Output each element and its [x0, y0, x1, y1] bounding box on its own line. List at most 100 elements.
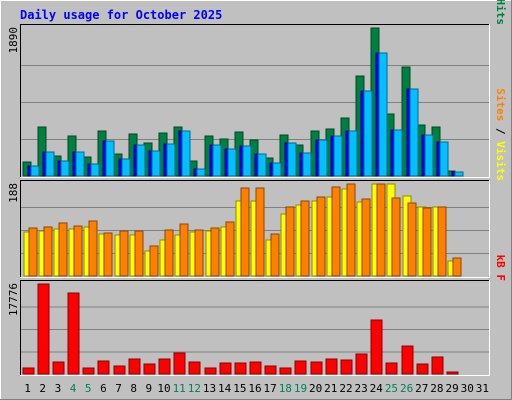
bar-kb-f [431, 356, 444, 375]
bar-pages [272, 162, 282, 177]
bar-kb-f [143, 363, 156, 375]
bar-pages [90, 163, 100, 177]
bar-pages [121, 158, 131, 177]
bar-sites [73, 225, 83, 277]
x-tick-label: 6 [100, 382, 107, 395]
bar-kb-f [158, 358, 171, 375]
bar-kb-f [355, 353, 368, 375]
bar-kb-f [416, 363, 429, 375]
bar-sites [43, 226, 53, 277]
bar-pages [181, 130, 191, 177]
bar-pages [363, 90, 373, 177]
legend-part: Sites [494, 88, 507, 121]
x-tick-label: 16 [248, 382, 261, 395]
bar-kb-f [401, 345, 414, 375]
bar-kb-f [370, 319, 383, 375]
x-tick-label: 3 [55, 382, 62, 395]
bar-sites [331, 186, 341, 277]
bar-kb-f [234, 362, 247, 375]
bar-kb-f [310, 361, 323, 375]
bar-sites [376, 183, 386, 277]
x-tick-label: 23 [355, 382, 368, 395]
bar-sites [255, 187, 265, 277]
bar-pages [333, 135, 343, 177]
bar-kb-f [294, 360, 307, 375]
panel-legend-label: Sites / Visits [494, 88, 507, 181]
bar-sites [422, 207, 432, 277]
x-tick-label: 29 [445, 382, 458, 395]
bar-kb-f [97, 360, 110, 375]
x-axis-labels: 1 2 3 4 5 6 7 8 9 10 11 12 13 14 15 16 17 18 19 20 21 22 23 24 2… [24, 382, 489, 395]
bar-sites [210, 227, 220, 277]
bar-pages [318, 139, 328, 177]
panel-max-label: 1890 [7, 27, 20, 54]
bar-pages [30, 165, 40, 177]
bar-pages [136, 144, 146, 177]
bar-sites [346, 183, 356, 277]
bar-pages [302, 152, 312, 177]
x-tick-label: 17 [264, 382, 277, 395]
panel-max-label: 17776 [7, 283, 20, 316]
x-tick-label: 8 [130, 382, 137, 395]
x-tick-label: 28 [430, 382, 443, 395]
x-tick-label: 9 [146, 382, 153, 395]
bar-sites [28, 227, 38, 277]
bar-sites [452, 257, 462, 277]
legend-part: Visits [494, 141, 507, 181]
panel-legend-label: kB F [494, 255, 507, 282]
bar-pages [105, 140, 115, 177]
bar-pages [242, 145, 252, 177]
bar-sites [225, 221, 235, 277]
bar-sites [88, 220, 98, 277]
x-tick-label: 22 [339, 382, 352, 395]
bar-kb-f [37, 283, 50, 375]
panel-kbytes: 17776 kB F [7, 255, 507, 376]
bar-pages [212, 144, 222, 177]
x-tick-label: 13 [203, 382, 216, 395]
bar-pages [151, 150, 161, 177]
bar-kb-f [173, 352, 186, 375]
bar-sites [361, 198, 371, 277]
bar-kb-f [204, 367, 217, 375]
legend-part: Hits [494, 0, 507, 25]
chart-title: Daily usage for October 2025 [20, 8, 222, 22]
bar-kb-f [113, 365, 126, 375]
bar-kb-f [219, 362, 232, 375]
bar-sites [270, 233, 280, 277]
panel-visits-sites: 188 Sites / Visits [7, 88, 507, 278]
x-tick-label: 15 [233, 382, 246, 395]
bar-pages [378, 52, 388, 177]
x-tick-label: 25 [385, 382, 398, 395]
bar-pages [227, 148, 237, 177]
x-tick-label: 26 [400, 382, 413, 395]
x-tick-label: 10 [157, 382, 170, 395]
bar-pages [393, 129, 403, 177]
bar-kb-f [446, 371, 459, 375]
bar-kb-f [385, 362, 398, 375]
bar-pages [166, 143, 176, 177]
bar-pages [409, 88, 419, 177]
x-tick-label: 30 [461, 382, 474, 395]
bar-sites [149, 245, 159, 277]
x-tick-label: 11 [173, 382, 186, 395]
legend-part: / [494, 121, 507, 141]
bar-pages [45, 151, 55, 177]
x-tick-label: 1 [24, 382, 31, 395]
bar-kb-f [325, 358, 338, 375]
bar-kb-f [340, 359, 353, 375]
bar-kb-f [52, 361, 65, 375]
bar-kb-f [82, 367, 95, 375]
bar-pages [196, 168, 206, 177]
bar-sites [300, 200, 310, 277]
panel-max-label: 188 [7, 183, 20, 203]
bar-sites [164, 229, 174, 277]
bar-kb-f [22, 367, 35, 375]
bar-kb-f [249, 361, 262, 375]
panel-legend-label: Pages / Files / Hits [494, 0, 507, 25]
bar-pages [287, 142, 297, 177]
bar-sites [316, 196, 326, 277]
bar-pages [60, 160, 70, 177]
x-tick-label: 21 [324, 382, 337, 395]
x-tick-label: 31 [476, 382, 489, 395]
bar-pages [75, 151, 85, 177]
